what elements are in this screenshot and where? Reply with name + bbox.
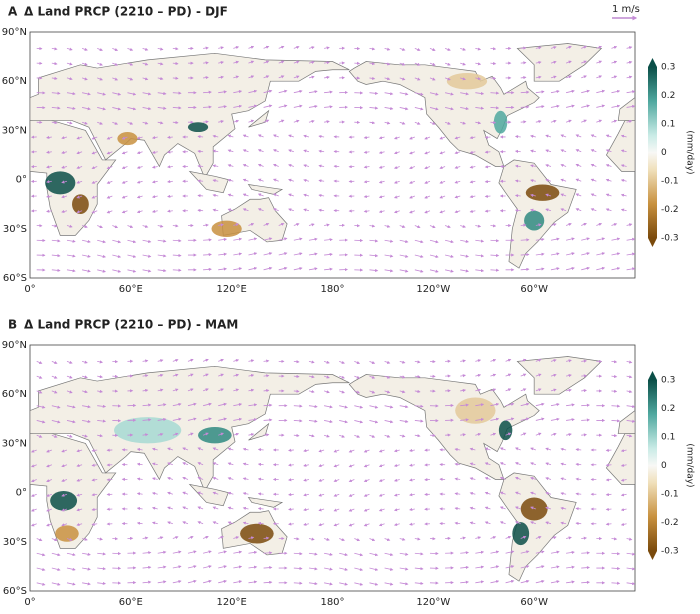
lon-label: 120°W	[416, 597, 450, 608]
wind-vector	[485, 166, 490, 167]
wind-vector	[294, 568, 302, 569]
wind-vector	[490, 63, 495, 64]
wind-vector	[294, 391, 299, 392]
wind-vector	[294, 376, 299, 377]
precip-anomaly	[55, 525, 79, 541]
wind-vector	[485, 211, 490, 212]
wind-vector	[294, 406, 302, 407]
colorbar-tick: -0.3	[661, 234, 679, 244]
lat-label: 30°S	[3, 224, 27, 235]
precip-anomaly	[50, 491, 77, 511]
colorbar-label: (mm/day)	[685, 130, 695, 174]
colorbar-tick: 0	[661, 148, 667, 158]
wind-vector	[490, 122, 495, 123]
wind-vector	[490, 226, 495, 227]
colorbar-tick: 0.3	[661, 63, 675, 73]
wind-vector	[289, 450, 294, 451]
wind-vector	[294, 361, 299, 362]
lon-label: 0°	[24, 284, 35, 295]
colorbar-extend-bottom	[648, 238, 657, 247]
lon-label: 180°	[320, 284, 344, 295]
wind-vector	[294, 539, 299, 540]
colorbar-tick: 0	[661, 461, 667, 471]
panel-letter: A	[8, 5, 18, 19]
lon-label: 0°	[24, 597, 35, 608]
scale-label: 1 m/s	[612, 4, 640, 15]
colorbar-tick: -0.2	[661, 205, 679, 215]
precip-anomaly	[212, 221, 242, 237]
precip-anomaly	[512, 522, 529, 545]
panel-letter: B	[8, 318, 17, 332]
wind-vector	[294, 583, 302, 584]
lat-label: 30°N	[2, 438, 27, 449]
colorbar-extend-top	[648, 58, 657, 67]
wind-vector	[289, 524, 294, 525]
precip-anomaly	[447, 73, 487, 89]
panel-title: Δ Land PRCP (2210 – PD) - MAM	[24, 318, 238, 332]
colorbar-tick: 0.1	[661, 433, 675, 443]
map-panel: A Δ Land PRCP (2210 – PD) - DJF 90°N 60°N 30…	[2, 5, 695, 296]
wind-vector	[490, 48, 495, 49]
wind-vector	[289, 509, 294, 510]
wind-vector	[485, 152, 490, 153]
lat-label: 60°S	[3, 586, 27, 597]
lat-label: 90°N	[2, 27, 27, 38]
wind-vector	[485, 181, 490, 182]
precip-anomaly	[45, 171, 75, 194]
colorbar-tick: -0.1	[661, 490, 679, 500]
precip-anomaly	[455, 397, 495, 423]
lon-label: 60°W	[520, 284, 548, 295]
lat-label: 30°S	[3, 537, 27, 548]
wind-vector	[289, 479, 294, 480]
wind-vector	[289, 465, 294, 466]
wind-vector	[485, 137, 490, 138]
colorbar-tick: 0.3	[661, 376, 675, 386]
lon-label: 180°	[320, 597, 344, 608]
precip-anomaly	[526, 185, 560, 201]
wind-vector	[490, 78, 495, 79]
colorbar-tick: 0.1	[661, 120, 675, 130]
colorbar-tick: 0.2	[661, 404, 675, 414]
wind-vector	[485, 196, 490, 197]
precip-anomaly	[188, 122, 208, 132]
colorbar-label: (mm/day)	[685, 443, 695, 487]
precip-anomaly	[521, 498, 548, 521]
lat-label: 60°N	[2, 76, 27, 87]
colorbar-extend-bottom	[648, 551, 657, 560]
colorbar	[648, 67, 657, 238]
wind-vector	[294, 435, 299, 436]
precip-anomaly	[240, 524, 274, 544]
colorbar-tick: 0.2	[661, 91, 675, 101]
colorbar-tick: -0.3	[661, 547, 679, 557]
lon-label: 120°E	[216, 597, 246, 608]
colorbar-tick: -0.1	[661, 177, 679, 187]
lat-label: 60°S	[3, 273, 27, 284]
wind-vector	[289, 494, 294, 495]
precip-anomaly	[499, 420, 512, 440]
lat-label: 30°N	[2, 125, 27, 136]
lon-label: 60°W	[520, 597, 548, 608]
precip-anomaly	[114, 417, 181, 443]
lat-label: 0°	[16, 175, 27, 186]
wind-vector	[294, 553, 302, 554]
precip-anomaly	[524, 211, 544, 231]
colorbar	[648, 380, 657, 551]
lon-label: 120°W	[416, 284, 450, 295]
panel-title: Δ Land PRCP (2210 – PD) - DJF	[24, 5, 228, 19]
lon-label: 120°E	[216, 284, 246, 295]
colorbar-extend-top	[648, 371, 657, 380]
wind-vector	[294, 420, 302, 421]
lon-label: 60°E	[119, 597, 143, 608]
lat-label: 90°N	[2, 340, 27, 351]
precip-anomaly	[494, 111, 507, 134]
lon-label: 60°E	[119, 284, 143, 295]
map-panel: B Δ Land PRCP (2210 – PD) - MAM 90°N 60°N 30…	[2, 318, 695, 609]
lat-label: 60°N	[2, 389, 27, 400]
precip-anomaly	[117, 132, 137, 145]
lat-label: 0°	[16, 488, 27, 499]
colorbar-tick: -0.2	[661, 518, 679, 528]
